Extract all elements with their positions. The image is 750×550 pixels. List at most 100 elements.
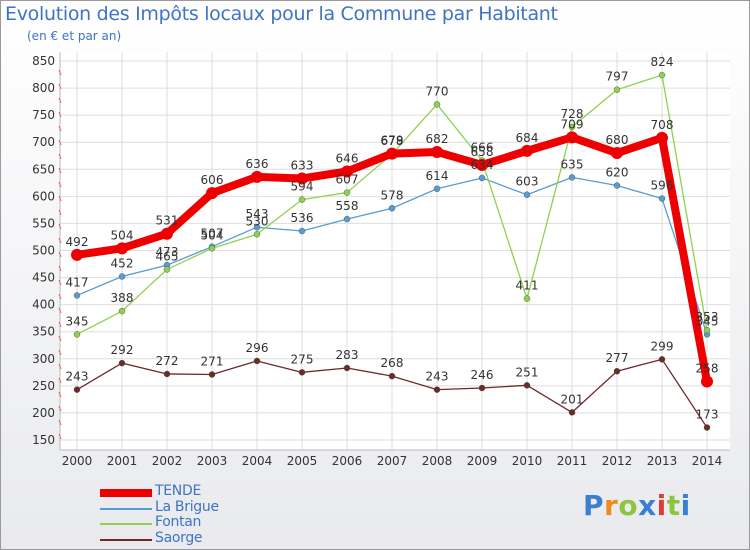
data-point-la-brigue — [568, 174, 576, 181]
x-tick-label: 2005 — [287, 454, 318, 468]
data-label-saorge: 275 — [291, 352, 314, 366]
data-label-fontan: 666 — [471, 141, 494, 155]
data-label-tende: 531 — [156, 214, 179, 228]
data-point-tende — [701, 375, 713, 388]
axis-tick-mark — [58, 139, 62, 146]
data-point-fontan — [163, 266, 171, 273]
x-tick-label: 2002 — [152, 454, 183, 468]
data-point-saorge — [343, 364, 351, 372]
y-tick-label: 850 — [32, 54, 55, 68]
data-label-tende: 636 — [246, 157, 269, 171]
y-tick-label: 600 — [32, 189, 55, 203]
data-point-fontan — [433, 101, 441, 108]
data-point-fontan — [298, 196, 306, 203]
data-point-la-brigue — [523, 191, 531, 198]
x-tick-label: 2010 — [512, 454, 543, 468]
x-tick-label: 2012 — [602, 454, 633, 468]
data-point-la-brigue — [343, 215, 351, 223]
data-point-fontan — [613, 86, 621, 93]
data-label-fontan: 607 — [336, 173, 359, 187]
logo-letter: P — [583, 489, 605, 522]
data-label-saorge: 201 — [561, 392, 584, 406]
data-label-fontan: 353 — [696, 310, 719, 324]
axis-tick-mark — [58, 223, 62, 230]
data-point-saorge — [613, 368, 621, 375]
data-label-la-brigue: 507 — [201, 227, 224, 241]
data-point-fontan — [568, 123, 576, 131]
axis-tick-mark — [58, 125, 62, 132]
data-label-fontan: 411 — [516, 279, 539, 293]
data-point-la-brigue — [433, 185, 441, 192]
data-label-saorge: 251 — [516, 365, 539, 379]
data-label-la-brigue: 543 — [246, 207, 269, 221]
x-tick-label: 2008 — [422, 454, 453, 468]
data-label-fontan: 797 — [606, 70, 629, 84]
logo-letter: i — [656, 489, 667, 522]
data-point-tende — [251, 170, 263, 183]
data-label-tende: 633 — [291, 158, 314, 172]
axis-tick-mark — [58, 111, 62, 118]
data-label-fontan: 345 — [66, 314, 89, 328]
legend-swatch — [100, 507, 152, 510]
data-label-la-brigue: 620 — [606, 166, 629, 180]
axis-tick-mark — [58, 69, 62, 76]
x-tick-label: 2003 — [197, 454, 228, 468]
x-tick-label: 2001 — [107, 454, 138, 468]
data-label-saorge: 272 — [156, 354, 179, 368]
data-point-tende — [386, 147, 398, 160]
data-point-fontan — [658, 71, 666, 79]
data-label-tende: 682 — [426, 132, 449, 146]
data-label-tende: 606 — [201, 173, 224, 187]
logo-letter: i — [680, 489, 691, 522]
axis-tick-mark — [58, 335, 62, 342]
data-label-fontan: 530 — [246, 214, 269, 228]
y-tick-label: 750 — [32, 108, 55, 122]
y-tick-label: 550 — [32, 216, 55, 230]
data-label-tende: 680 — [606, 133, 629, 147]
data-label-fontan: 504 — [201, 228, 224, 242]
data-point-tende — [161, 227, 173, 240]
x-tick-label: 2004 — [242, 454, 273, 468]
data-point-fontan — [118, 307, 126, 315]
axis-tick-mark — [58, 237, 62, 244]
data-point-tende — [296, 172, 308, 185]
legend-swatch — [100, 489, 152, 497]
legend-swatch — [100, 538, 152, 541]
x-tick-label: 2006 — [332, 454, 363, 468]
data-label-la-brigue: 558 — [336, 199, 359, 213]
axis-tick-mark — [58, 405, 62, 412]
logo-letter: o — [618, 489, 639, 522]
chart-subtitle: (en € et par an) — [27, 29, 122, 43]
data-label-tende: 679 — [381, 134, 404, 148]
data-label-la-brigue: 536 — [291, 211, 314, 225]
data-point-la-brigue — [658, 195, 666, 202]
y-tick-label: 250 — [32, 379, 55, 393]
data-point-saorge — [118, 359, 126, 367]
data-point-tende — [71, 248, 83, 261]
proxiti-logo: Proxiti — [583, 489, 691, 522]
data-point-fontan — [703, 326, 711, 334]
data-label-saorge: 268 — [381, 356, 404, 370]
data-label-fontan: 594 — [291, 180, 314, 194]
data-label-tende: 684 — [516, 131, 539, 145]
data-point-saorge — [433, 386, 441, 393]
x-tick-label: 2013 — [647, 454, 678, 468]
data-point-la-brigue — [613, 182, 621, 189]
axis-tick-mark — [58, 321, 62, 328]
y-tick-label: 450 — [32, 271, 55, 285]
data-label-la-brigue: 473 — [156, 245, 179, 259]
data-label-saorge: 277 — [606, 351, 629, 365]
data-label-saorge: 173 — [696, 408, 719, 422]
axis-tick-mark — [58, 167, 62, 174]
y-tick-label: 650 — [32, 162, 55, 176]
y-tick-label: 300 — [32, 352, 55, 366]
x-tick-label: 2000 — [62, 454, 93, 468]
y-tick-label: 500 — [32, 244, 55, 258]
data-label-la-brigue: 603 — [516, 175, 539, 189]
axis-tick-mark — [58, 391, 62, 398]
data-label-fontan: 824 — [651, 55, 674, 69]
logo-letter: t — [666, 489, 681, 522]
data-label-saorge: 271 — [201, 354, 224, 368]
data-point-tende — [206, 187, 218, 200]
data-point-tende — [611, 147, 623, 160]
